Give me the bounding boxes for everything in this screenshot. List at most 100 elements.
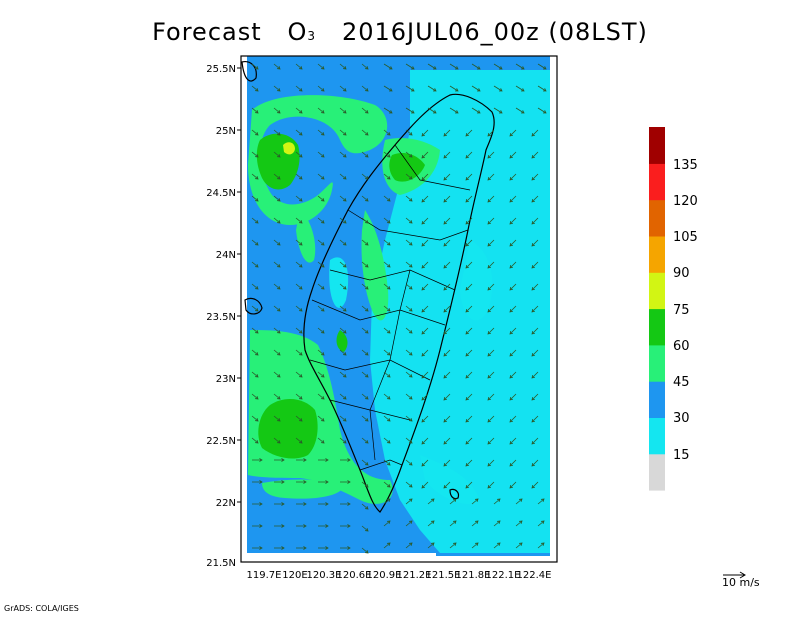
wind-arrow-icon — [339, 415, 347, 422]
wind-arrow-icon — [509, 349, 517, 357]
wind-arrow-icon — [361, 349, 369, 356]
lat-label: 22.5N — [206, 436, 236, 447]
wind-arrow-icon — [421, 217, 429, 225]
wind-arrow-icon — [421, 283, 429, 291]
wind-arrow-icon — [273, 107, 281, 114]
wind-arrow-icon — [509, 371, 517, 379]
wind-arrow-icon — [295, 107, 303, 114]
wind-arrow-icon — [465, 239, 473, 247]
wind-arrow-icon — [296, 480, 307, 484]
wind-arrow-icon — [427, 542, 435, 549]
wind-arrow-icon — [465, 481, 473, 489]
lon-label: 121.2E — [397, 570, 432, 581]
wind-arrow-icon — [295, 173, 303, 180]
vector-key-arrow-icon — [723, 571, 746, 579]
lon-label: 122.4E — [517, 570, 552, 581]
lat-label: 23.5N — [206, 312, 236, 323]
wind-arrow-icon — [317, 349, 325, 356]
wind-arrow-icon — [515, 498, 523, 505]
wind-arrow-icon — [531, 151, 539, 159]
hotspot — [283, 142, 295, 155]
wind-arrow-icon — [421, 349, 429, 357]
wind-arrow-icon — [295, 195, 303, 202]
wind-arrow-icon — [383, 283, 391, 290]
wind-arrow-icon — [443, 305, 451, 313]
wind-arrow-icon — [251, 305, 259, 312]
wind-arrow-icon — [405, 393, 413, 400]
wind-arrow-icon — [443, 371, 451, 379]
colorbar-label: 135 — [673, 158, 698, 173]
wind-vectors — [251, 63, 547, 554]
colorbar-label: 30 — [673, 411, 690, 426]
wind-arrow-icon — [361, 525, 369, 532]
map-title: Forecast O3 2016JUL06_00z (08LST) — [0, 18, 800, 46]
lat-label: 25.5N — [206, 64, 236, 75]
colorbar-swatch — [649, 163, 665, 201]
wind-arrow-icon — [317, 415, 325, 422]
wind-arrow-icon — [383, 239, 391, 246]
wind-arrow-icon — [487, 283, 495, 291]
wind-arrow-icon — [531, 173, 539, 181]
lon-label: 120E — [282, 570, 307, 581]
wind-arrow-icon — [295, 239, 303, 246]
wind-arrow-icon — [405, 239, 413, 246]
wind-arrow-icon — [421, 239, 429, 247]
wind-arrow-icon — [493, 107, 503, 114]
wind-arrow-icon — [383, 437, 391, 444]
wind-arrow-icon — [405, 349, 413, 356]
wind-arrow-icon — [531, 239, 539, 247]
wind-arrow-icon — [274, 524, 285, 528]
wind-arrow-icon — [405, 217, 413, 224]
wind-arrow-icon — [421, 173, 429, 181]
wind-arrow-icon — [443, 173, 451, 181]
lon-label: 120.3E — [307, 570, 342, 581]
wind-arrow-icon — [405, 481, 413, 488]
wind-arrow-icon — [318, 546, 329, 550]
wind-arrow-icon — [509, 217, 517, 225]
wind-arrow-icon — [251, 371, 259, 378]
wind-arrow-icon — [405, 371, 413, 378]
wind-arrow-icon — [509, 481, 517, 489]
wind-arrow-icon — [274, 502, 285, 506]
wind-arrow-icon — [251, 107, 259, 114]
wind-arrow-icon — [361, 547, 369, 554]
wind-arrow-icon — [273, 415, 281, 422]
wind-arrow-icon — [405, 283, 413, 290]
colorbar-swatch — [649, 381, 665, 418]
wind-arrow-icon — [339, 371, 347, 378]
wind-arrow-icon — [421, 393, 429, 401]
wind-arrow-icon — [509, 305, 517, 313]
wind-arrow-icon — [296, 502, 307, 506]
wind-arrow-icon — [339, 129, 347, 136]
wind-arrow-icon — [449, 107, 459, 114]
wind-arrow-icon — [383, 327, 391, 334]
wind-arrow-icon — [317, 261, 325, 268]
county-boundaries — [309, 144, 471, 471]
wind-arrow-icon — [273, 239, 281, 246]
wind-arrow-icon — [251, 415, 259, 422]
wind-arrow-icon — [339, 151, 347, 158]
wind-arrow-icon — [421, 195, 429, 203]
wind-arrow-icon — [317, 85, 325, 92]
wind-arrow-icon — [405, 173, 413, 180]
wind-arrow-icon — [361, 129, 369, 136]
wind-arrow-icon — [317, 305, 325, 312]
wind-arrow-icon — [471, 520, 479, 527]
wind-arrow-icon — [339, 195, 347, 202]
wind-arrow-icon — [531, 327, 539, 335]
wind-arrow-icon — [383, 542, 391, 549]
wind-arrow-icon — [273, 437, 281, 444]
wind-arrow-icon — [295, 261, 303, 268]
wind-arrow-icon — [509, 459, 517, 467]
wind-arrow-icon — [427, 498, 435, 505]
wind-arrow-icon — [252, 480, 263, 484]
wind-arrow-icon — [273, 305, 281, 312]
wind-arrow-icon — [383, 481, 391, 488]
lon-label: 121.5E — [426, 570, 461, 581]
wind-arrow-icon — [531, 261, 539, 269]
lat-label: 23N — [216, 374, 236, 385]
wind-arrow-icon — [509, 415, 517, 423]
wind-arrow-icon — [427, 520, 435, 527]
wind-arrow-icon — [531, 217, 539, 225]
wind-arrow-icon — [443, 349, 451, 357]
